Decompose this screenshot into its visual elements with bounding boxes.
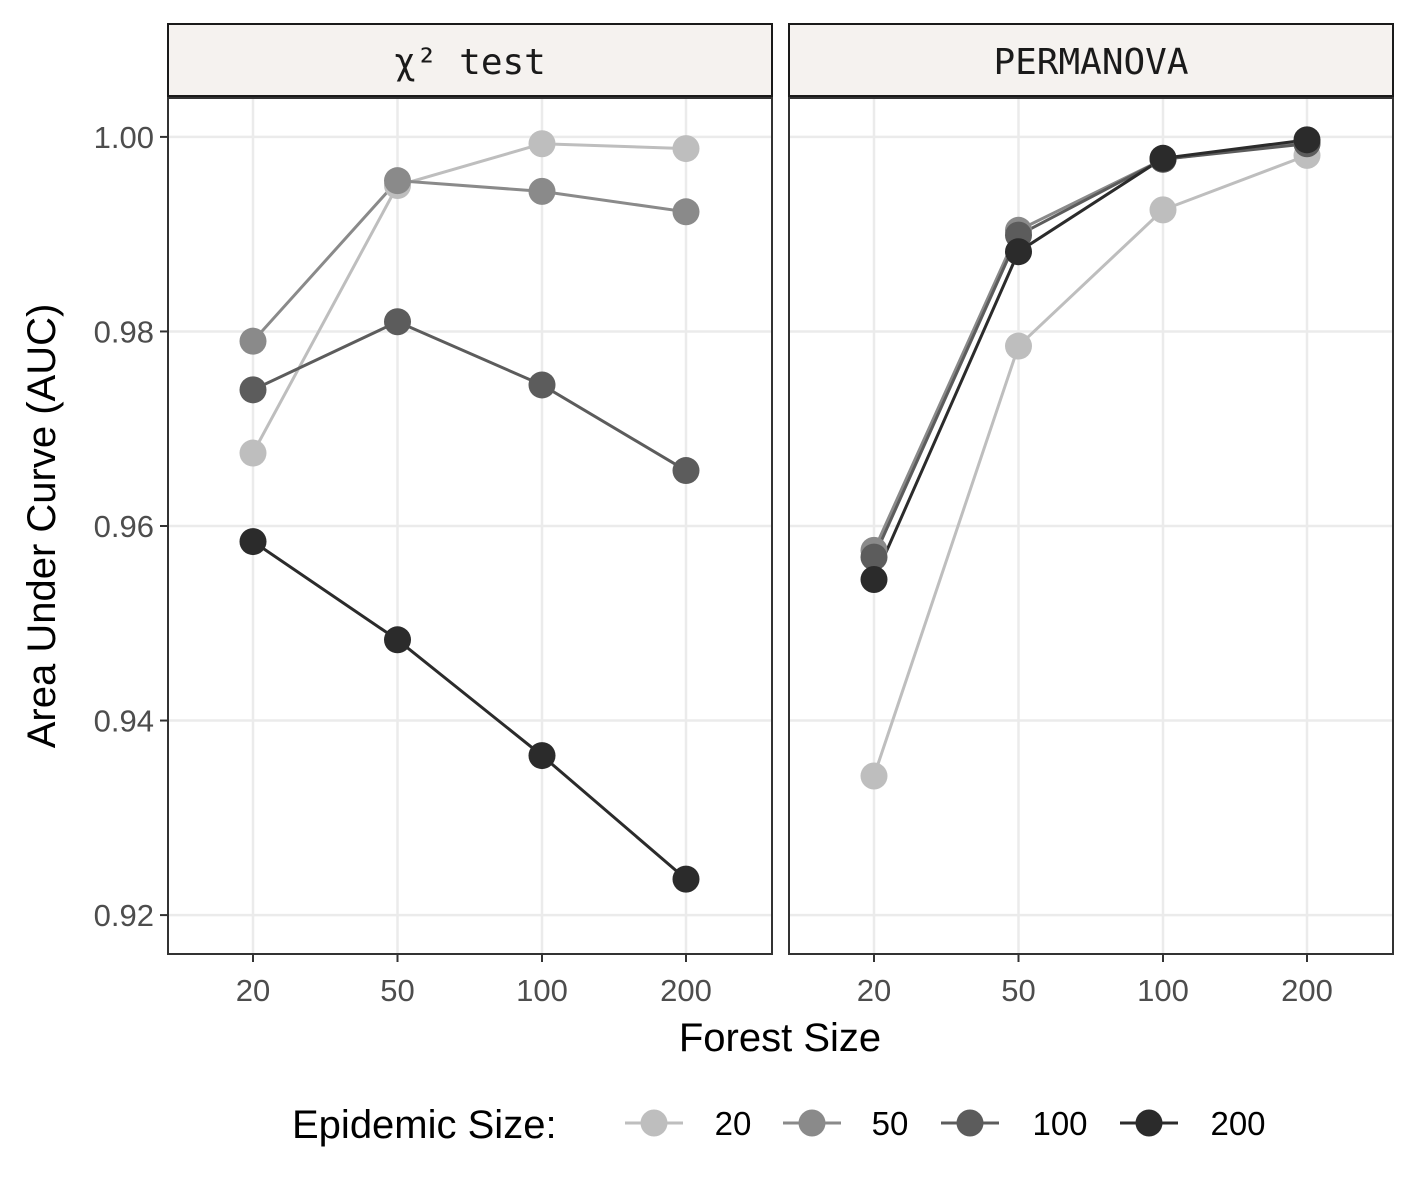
series-line-20	[251, 142, 687, 454]
legend-key-point	[956, 1109, 984, 1137]
panel-2: PERMANOVA 20 50 100 200	[788, 23, 1394, 1008]
series-line-20	[872, 153, 1308, 777]
legend-key-point	[640, 1109, 668, 1137]
panel-title: PERMANOVA	[993, 42, 1188, 83]
y-axis: 0.92 0.94 0.96 0.98 1.00	[94, 120, 168, 933]
data-point-200	[1293, 126, 1321, 154]
x-tick-label: 20	[236, 973, 270, 1008]
legend-key-point	[798, 1109, 826, 1137]
data-point-100	[672, 457, 700, 485]
data-point-100	[528, 371, 556, 399]
x-tick-label: 50	[1001, 973, 1035, 1008]
data-point-20	[860, 762, 888, 790]
y-tick-label: 0.92	[94, 898, 154, 933]
series-line-200	[872, 138, 1308, 581]
data-point-50	[672, 198, 700, 226]
data-point-50	[528, 177, 556, 205]
data-point-200	[384, 626, 411, 654]
x-tick-label: 200	[1281, 973, 1333, 1008]
data-point-50	[239, 327, 267, 355]
legend-label: 20	[715, 1105, 752, 1142]
legend-label: 100	[1032, 1105, 1087, 1142]
data-point-200	[528, 742, 556, 770]
panel-1: χ² test 20 50 100 200	[167, 23, 773, 1008]
panel-title: χ² test	[394, 42, 546, 83]
data-point-20	[1149, 196, 1177, 224]
panels-layer: χ² test 20 50 100 200 PERMANOVA 20 50 100 200	[167, 23, 1394, 1008]
x-tick-label: 20	[857, 973, 891, 1008]
x-tick-label: 200	[660, 973, 712, 1008]
legend-label: 50	[872, 1105, 909, 1142]
legend-item-50: 50	[783, 1105, 908, 1142]
data-point-200	[860, 566, 888, 593]
legend-item-200: 200	[1120, 1105, 1266, 1142]
legend-label: 200	[1210, 1105, 1265, 1142]
legend-key-point	[1135, 1109, 1163, 1137]
data-point-100	[239, 376, 267, 404]
data-point-200	[1149, 144, 1177, 172]
series-line-200	[252, 540, 687, 881]
legend-item-20: 20	[625, 1105, 751, 1142]
y-tick-label: 0.96	[94, 509, 154, 544]
data-point-20	[672, 135, 700, 163]
y-tick-label: 0.98	[94, 314, 154, 349]
legend: Epidemic Size: 20 50 100 200	[292, 1103, 1266, 1147]
legend-item-100: 100	[941, 1105, 1088, 1142]
y-tick-label: 0.94	[94, 704, 154, 739]
panel-strip	[788, 23, 1394, 97]
panel-strip	[167, 23, 773, 97]
data-point-100	[860, 543, 888, 571]
data-point-50	[384, 167, 411, 195]
data-point-20	[1005, 332, 1032, 360]
x-axis-title: Forest Size	[679, 1016, 881, 1060]
data-point-200	[1005, 238, 1032, 266]
data-point-20	[239, 439, 267, 467]
data-point-200	[672, 865, 700, 893]
x-tick-label: 50	[380, 973, 414, 1008]
y-tick-label: 1.00	[94, 120, 154, 155]
series-line-50	[251, 179, 687, 343]
x-tick-label: 100	[516, 973, 568, 1008]
series-line-100	[872, 142, 1308, 558]
data-point-100	[384, 308, 411, 336]
data-point-200	[239, 528, 267, 556]
x-tick-label: 100	[1137, 973, 1189, 1008]
y-axis-title: Area Under Curve (AUC)	[20, 304, 64, 749]
panel-border	[788, 97, 1394, 955]
series-line-100	[252, 320, 687, 472]
legend-title: Epidemic Size:	[292, 1103, 557, 1147]
data-point-20	[528, 130, 556, 158]
